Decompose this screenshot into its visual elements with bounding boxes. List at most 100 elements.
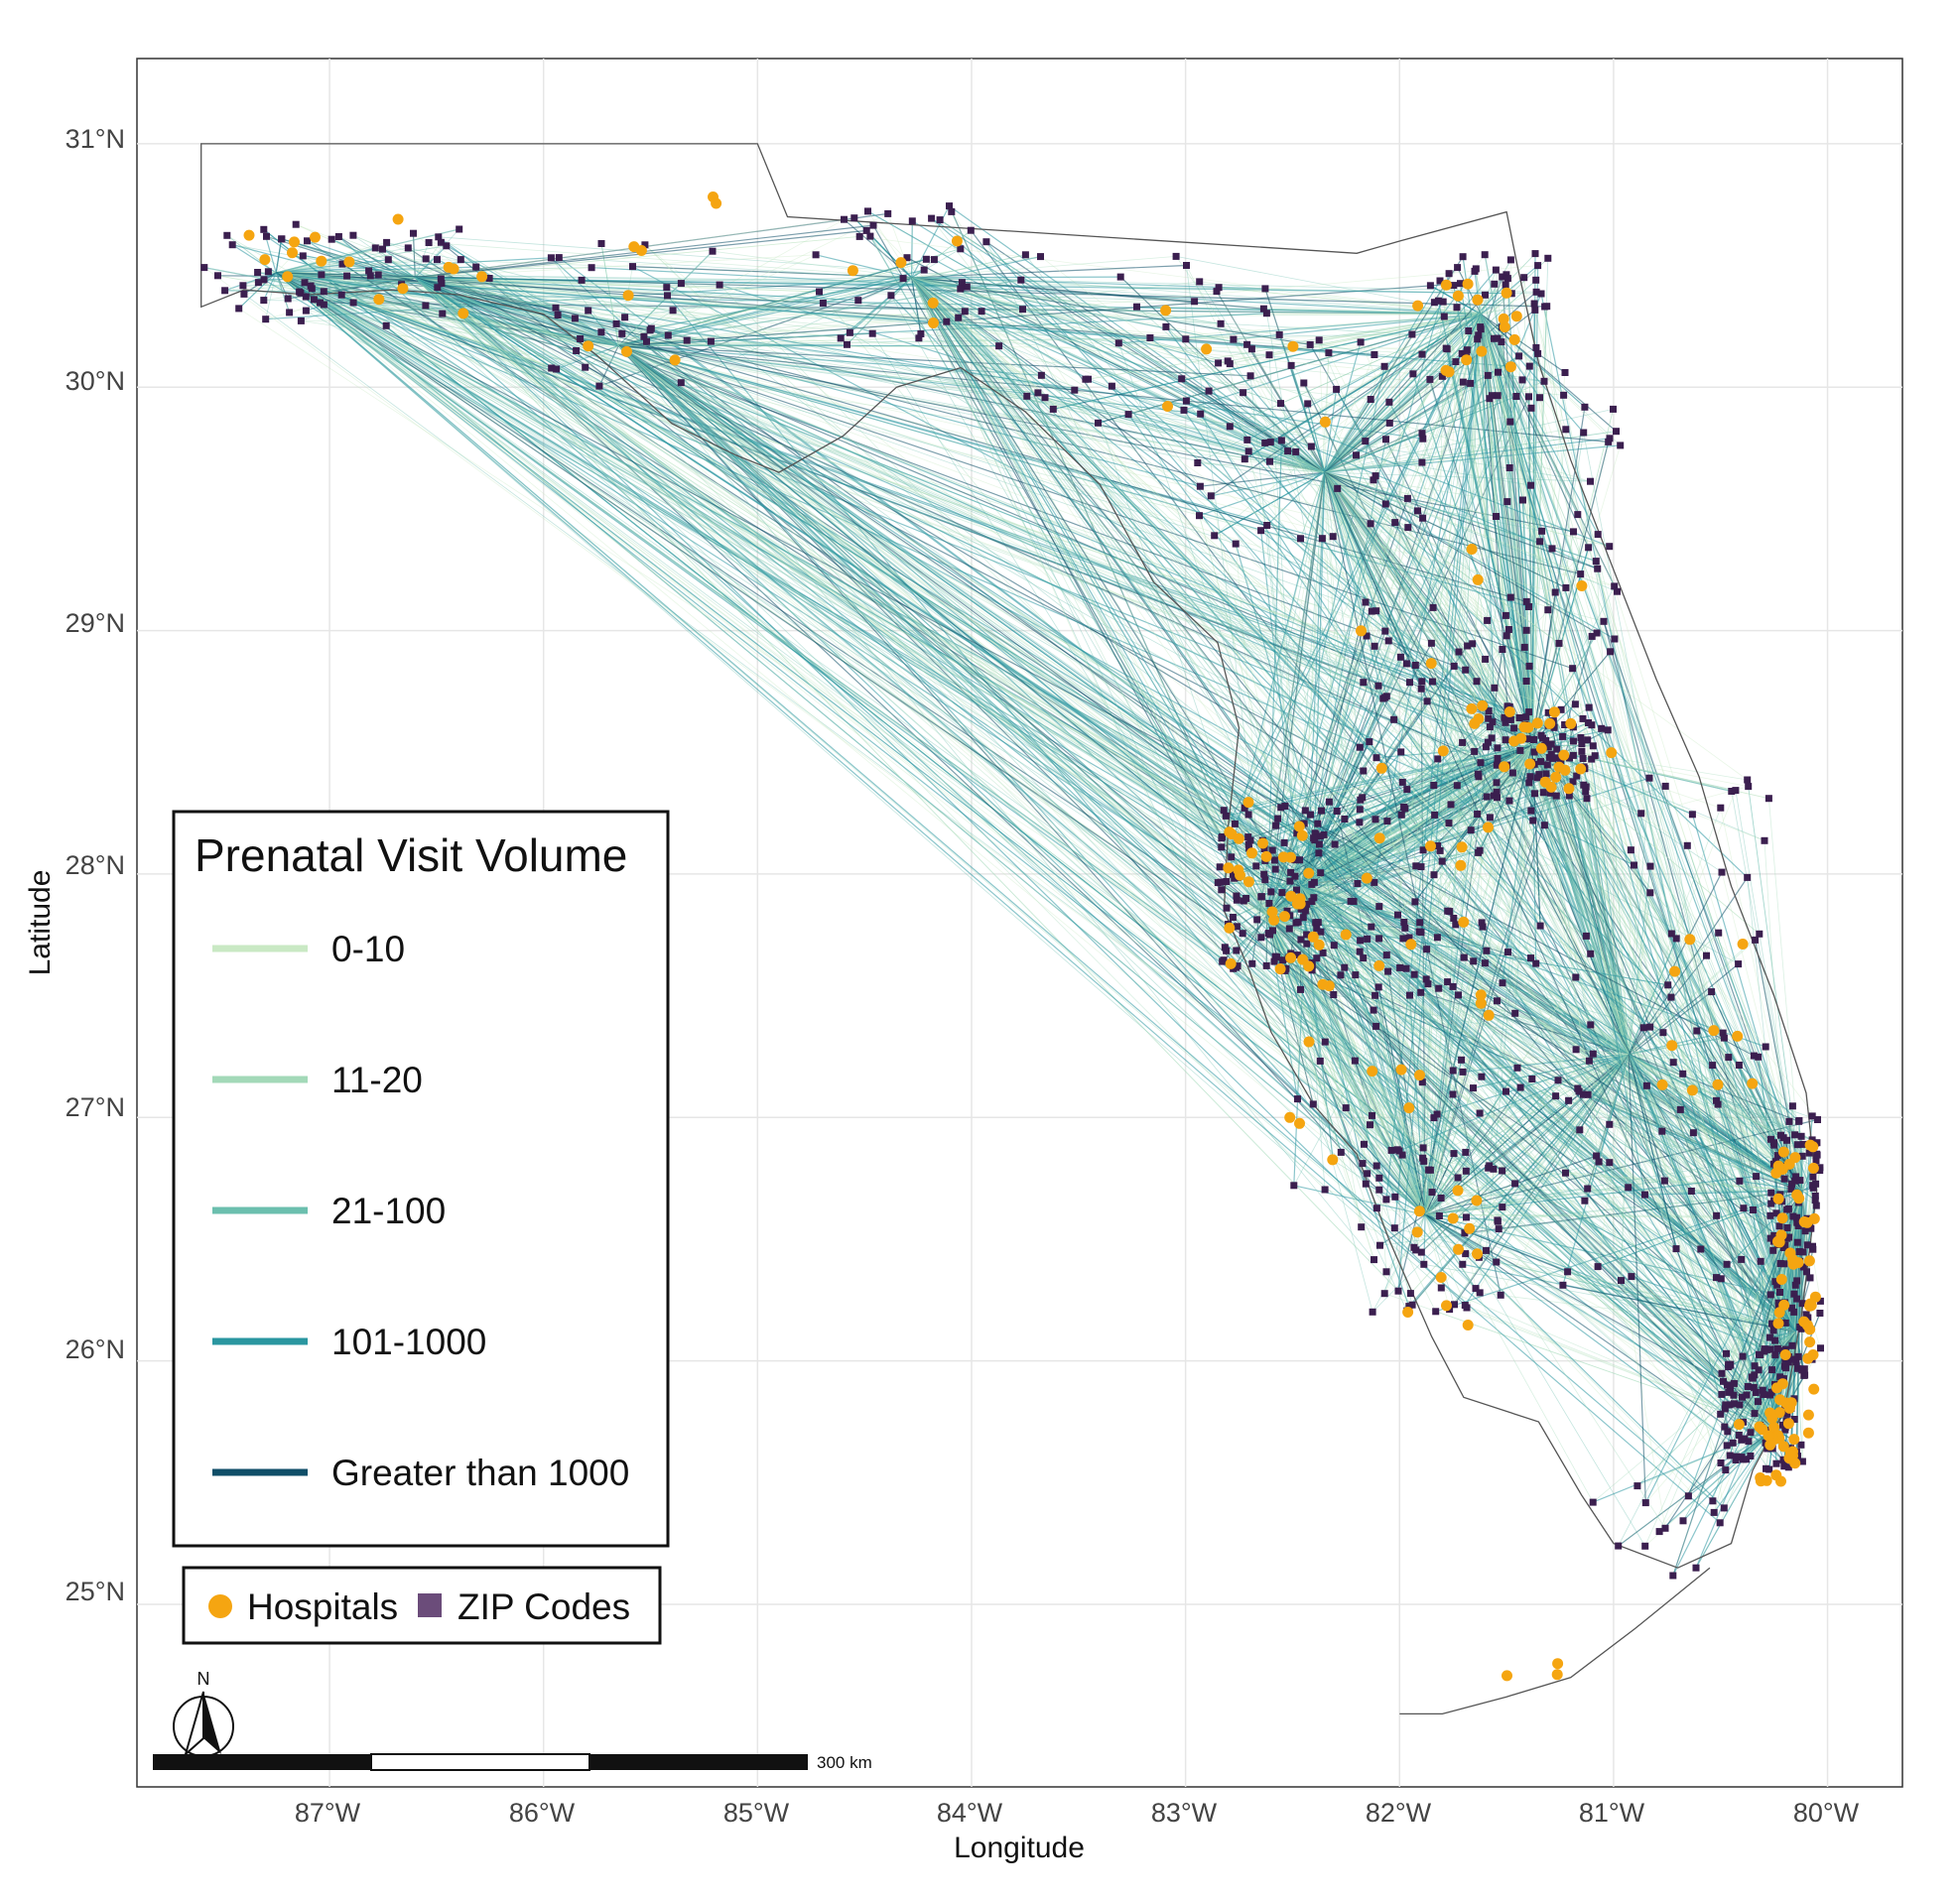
zip-code-marker: [1491, 684, 1499, 692]
flow-line: [1401, 782, 1630, 1055]
zip-code-marker: [643, 337, 650, 345]
flow-line: [415, 236, 860, 279]
flow-line: [618, 345, 1510, 707]
zip-code-marker: [1513, 1064, 1521, 1072]
zip-code-marker: [1511, 1009, 1519, 1017]
zip-code-marker: [434, 256, 441, 264]
flow-line: [1324, 471, 1508, 707]
hospital-marker: [1503, 706, 1515, 717]
hospital-marker: [1792, 1257, 1804, 1269]
zip-code-marker: [1478, 1073, 1486, 1080]
flow-line: [1375, 744, 1532, 759]
zip-code-marker: [1287, 361, 1295, 369]
zip-code-marker: [1366, 738, 1373, 746]
zip-code-marker: [379, 245, 386, 253]
hospital-marker: [1508, 333, 1520, 345]
flow-line: [276, 228, 459, 274]
flow-line: [1480, 314, 1583, 752]
zip-code-marker: [1664, 981, 1672, 989]
flow-line: [1755, 940, 1803, 1192]
hospital-marker: [1551, 1669, 1563, 1681]
zip-code-marker: [1418, 350, 1426, 358]
flow-line: [1397, 744, 1533, 1292]
zip-code-marker: [1739, 1352, 1747, 1360]
zip-code-marker: [320, 301, 327, 309]
zip-code-marker: [1484, 616, 1492, 624]
flow-line: [415, 277, 1326, 1191]
zip-code-marker: [1306, 340, 1314, 348]
zip-code-marker: [1752, 1389, 1760, 1396]
zip-code-marker: [1564, 1268, 1572, 1276]
flow-line: [414, 277, 1531, 959]
zip-code-marker: [456, 225, 463, 233]
zip-code-marker: [1610, 405, 1617, 413]
flow-line: [617, 344, 1402, 816]
zip-code-marker: [1319, 949, 1327, 956]
legend-item-label: 21-100: [331, 1191, 446, 1231]
hospital-marker: [282, 271, 294, 283]
zip-code-marker: [1527, 481, 1535, 489]
flow-line: [1514, 1183, 1796, 1332]
zip-code-marker: [1585, 544, 1593, 552]
zip-code-marker: [264, 268, 272, 276]
zip-code-marker: [438, 280, 446, 287]
flow-line: [1388, 402, 1533, 746]
zip-code-marker: [1372, 754, 1380, 762]
flow-line: [276, 245, 447, 274]
flow-line: [414, 277, 1503, 1172]
flow-line: [1448, 744, 1533, 824]
zip-code-marker: [1440, 313, 1448, 320]
zip-code-marker: [1472, 265, 1480, 273]
zip-code-marker: [384, 256, 392, 264]
hospital-marker: [1539, 776, 1551, 788]
flow-line: [1324, 471, 1576, 705]
flow-line: [276, 266, 476, 274]
zip-code-marker: [1372, 472, 1379, 480]
flow-line: [1333, 945, 1426, 1215]
zip-code-marker: [1811, 1192, 1819, 1200]
zip-code-marker: [1333, 808, 1341, 815]
flow-line: [276, 272, 1546, 741]
flow-line: [263, 272, 277, 301]
flow-line: [352, 234, 619, 346]
flow-line: [1480, 314, 1616, 640]
zip-code-marker: [1771, 1351, 1779, 1359]
flow-line: [1329, 744, 1533, 803]
flow-line: [1197, 462, 1325, 473]
zip-code-marker: [1402, 660, 1410, 668]
zip-code-marker: [1375, 1174, 1383, 1182]
hospital-marker: [259, 254, 271, 266]
flow-line: [1324, 471, 1488, 951]
hospital-marker: [1550, 771, 1562, 783]
flow-line: [1324, 389, 1338, 473]
zip-code-marker: [917, 330, 925, 337]
hospital-marker: [1437, 745, 1449, 757]
flow-line: [1324, 471, 1490, 719]
flow-line: [1282, 959, 1774, 1430]
zip-code-marker: [1281, 803, 1289, 810]
flow-line: [719, 284, 1302, 887]
flow-line: [276, 245, 447, 274]
flow-line: [1422, 744, 1533, 851]
flow-line: [1628, 1054, 1674, 1064]
zip-code-marker: [555, 254, 563, 262]
flow-line: [1210, 495, 1302, 887]
zip-code-marker: [1243, 436, 1251, 444]
zip-code-marker: [1722, 1401, 1730, 1409]
flow-line: [1242, 392, 1326, 473]
zip-code-marker: [1352, 971, 1360, 979]
flow-line: [324, 291, 1796, 1332]
zip-code-marker: [1372, 607, 1380, 615]
zip-code-marker: [1041, 394, 1049, 402]
flow-line: [911, 277, 1537, 293]
flow-line: [1324, 471, 1610, 548]
flow-line: [911, 277, 1231, 364]
zip-code-marker: [1431, 811, 1439, 819]
flow-line: [911, 277, 1201, 487]
flow-line: [1266, 915, 1429, 985]
flow-line: [618, 334, 1479, 346]
flow-line: [1545, 781, 1630, 1055]
flow-line: [1480, 314, 1529, 607]
flow-line: [1531, 762, 1630, 1055]
zip-code-marker: [1445, 820, 1453, 827]
